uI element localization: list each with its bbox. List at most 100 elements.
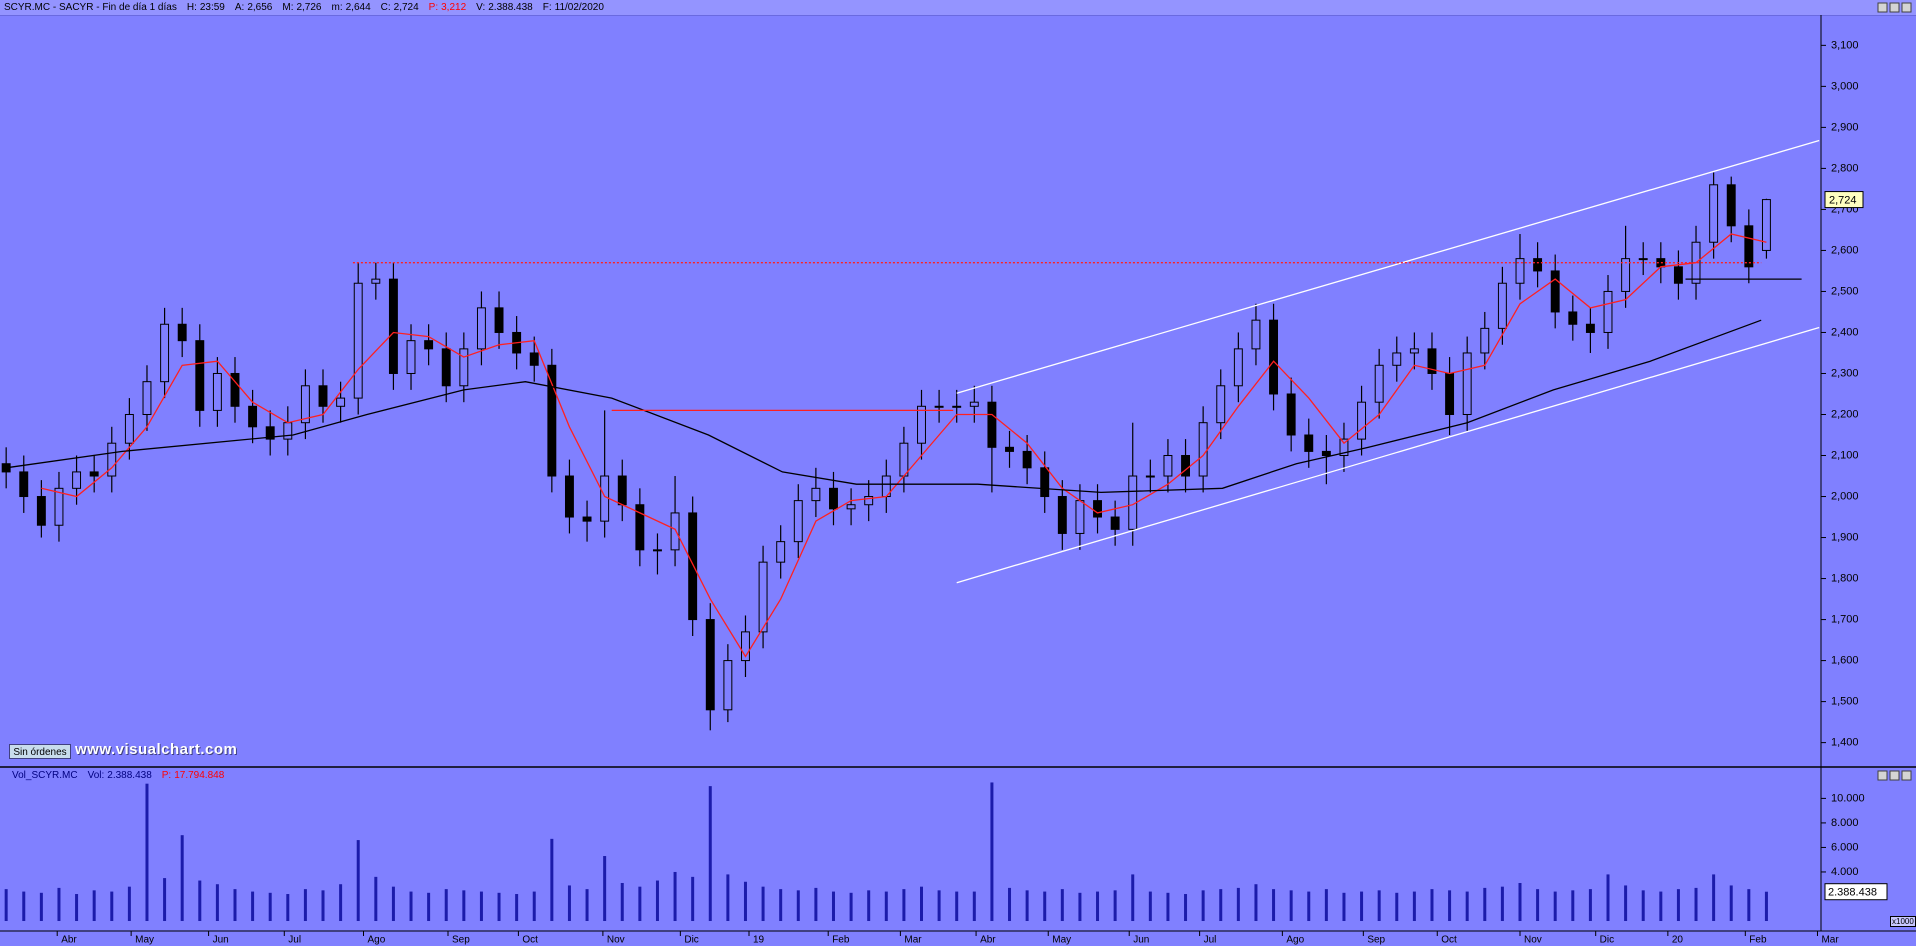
candle-body xyxy=(89,471,99,477)
x-tick-label: Feb xyxy=(832,935,850,946)
candle-body xyxy=(688,512,698,621)
candle-body xyxy=(353,282,363,399)
candle-body xyxy=(1321,450,1331,457)
volume-bar xyxy=(902,889,906,921)
minimize-button[interactable] xyxy=(1877,770,1888,781)
volume-bar xyxy=(268,892,272,921)
candle-body xyxy=(1550,270,1560,313)
volume-bar xyxy=(1588,889,1592,921)
volume-bar xyxy=(796,890,800,921)
candle-body xyxy=(917,405,926,444)
candle-body xyxy=(36,496,46,526)
candle-body xyxy=(160,323,170,383)
volume-bar xyxy=(567,885,571,921)
volume-bar xyxy=(1025,890,1029,921)
field-label: C: xyxy=(380,1,391,13)
volume-bar xyxy=(1096,891,1100,921)
close-button[interactable] xyxy=(1901,770,1912,781)
maximize-button[interactable] xyxy=(1889,770,1900,781)
volume-bar xyxy=(1307,891,1311,921)
candle-body xyxy=(230,372,240,407)
last-price-label: 2,724 xyxy=(1829,194,1857,206)
y-tick-label: 2,000 xyxy=(1831,490,1859,502)
candle-body xyxy=(195,340,205,411)
volume-bar xyxy=(532,891,536,921)
candle-body xyxy=(1638,258,1648,261)
candle-body xyxy=(1057,496,1067,534)
candle-body xyxy=(406,340,416,374)
volume-bar xyxy=(638,886,642,921)
candles xyxy=(1,172,1771,731)
volume-bar xyxy=(515,894,519,921)
header-field: H: 23:59 xyxy=(187,2,225,13)
candle-body xyxy=(1040,467,1050,498)
candle-body xyxy=(1251,319,1261,350)
candle-body xyxy=(1761,199,1771,251)
orders-button[interactable]: Sin órdenes xyxy=(9,744,71,759)
volume-bar xyxy=(1465,891,1469,921)
volume-bar xyxy=(1747,889,1751,921)
minimize-button[interactable] xyxy=(1877,2,1888,13)
watermark: www.visualchart.com xyxy=(75,741,238,758)
volume-bar xyxy=(215,884,219,921)
field-value: 2.388.438 xyxy=(107,769,152,781)
x-tick-label: Mar xyxy=(1821,935,1839,946)
volume-bar xyxy=(1184,894,1188,921)
y-tick-label: 3,100 xyxy=(1831,39,1859,51)
candle-body xyxy=(952,405,962,408)
field-value: 3,212 xyxy=(441,1,467,13)
candle-body xyxy=(1093,500,1102,518)
x-tick-label: Abr xyxy=(980,935,996,946)
volume-bar xyxy=(1694,887,1698,921)
y-tick-label: 3,000 xyxy=(1831,80,1859,92)
volume-bar xyxy=(163,878,167,921)
candle-body xyxy=(1145,475,1155,478)
candle-body xyxy=(934,405,944,408)
y-tick-label: 1,900 xyxy=(1831,531,1859,543)
volume-bar xyxy=(233,889,237,921)
y-tick-label: 10.000 xyxy=(1831,792,1865,804)
candle-body xyxy=(1216,385,1226,424)
volume-bar xyxy=(75,894,79,921)
candle-body xyxy=(1497,282,1507,329)
candle-body xyxy=(212,372,222,411)
volume-bar xyxy=(339,884,343,921)
y-tick-label: 1,600 xyxy=(1831,654,1859,666)
y-tick-label: 2,300 xyxy=(1831,367,1859,379)
candle-body xyxy=(1357,401,1367,440)
y-tick-label: 2,800 xyxy=(1831,162,1859,174)
volume-bar xyxy=(1219,889,1223,921)
x-tick-label: 19 xyxy=(753,935,765,946)
field-value: 2,656 xyxy=(247,1,273,13)
field-value: 2,726 xyxy=(296,1,322,13)
field-value: 23:59 xyxy=(199,1,225,13)
volume-bar xyxy=(708,786,712,921)
header-field: P: 3,212 xyxy=(429,2,466,13)
maximize-button[interactable] xyxy=(1889,2,1900,13)
volume-bar xyxy=(180,835,184,921)
y-tick-label: 1,800 xyxy=(1831,572,1859,584)
x-tick-label: Sep xyxy=(1367,935,1385,946)
volume-bar xyxy=(39,892,43,921)
volume-bar xyxy=(57,887,61,921)
x-tick-label: Mar xyxy=(904,935,922,946)
x-tick-label: Dic xyxy=(684,935,698,946)
volume-bar xyxy=(761,886,765,921)
candle-body xyxy=(969,401,979,407)
volume-bar xyxy=(1712,874,1716,921)
y-tick-label: 2,500 xyxy=(1831,285,1859,297)
volume-bar xyxy=(673,871,677,921)
candle-body xyxy=(741,631,750,662)
header-field: M: 2,726 xyxy=(282,2,321,13)
candle-body xyxy=(142,381,152,415)
x-tick-label: Nov xyxy=(1524,935,1542,946)
volume-bar xyxy=(779,889,783,921)
close-button[interactable] xyxy=(1901,2,1912,13)
volume-bar xyxy=(1236,887,1240,921)
header-field: Vol: 2.388.438 xyxy=(88,770,152,781)
volume-bar xyxy=(391,886,395,921)
candle-body xyxy=(793,500,803,543)
volume-bar xyxy=(497,892,501,921)
volume-bar xyxy=(990,782,994,921)
